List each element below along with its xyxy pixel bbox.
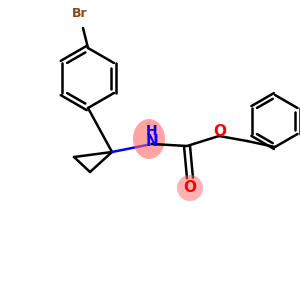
Text: Br: Br (72, 7, 88, 20)
Text: N: N (146, 134, 158, 149)
Text: O: O (184, 181, 196, 196)
Text: O: O (214, 124, 226, 139)
Ellipse shape (133, 119, 165, 159)
Ellipse shape (177, 175, 203, 201)
Text: H: H (146, 124, 158, 138)
